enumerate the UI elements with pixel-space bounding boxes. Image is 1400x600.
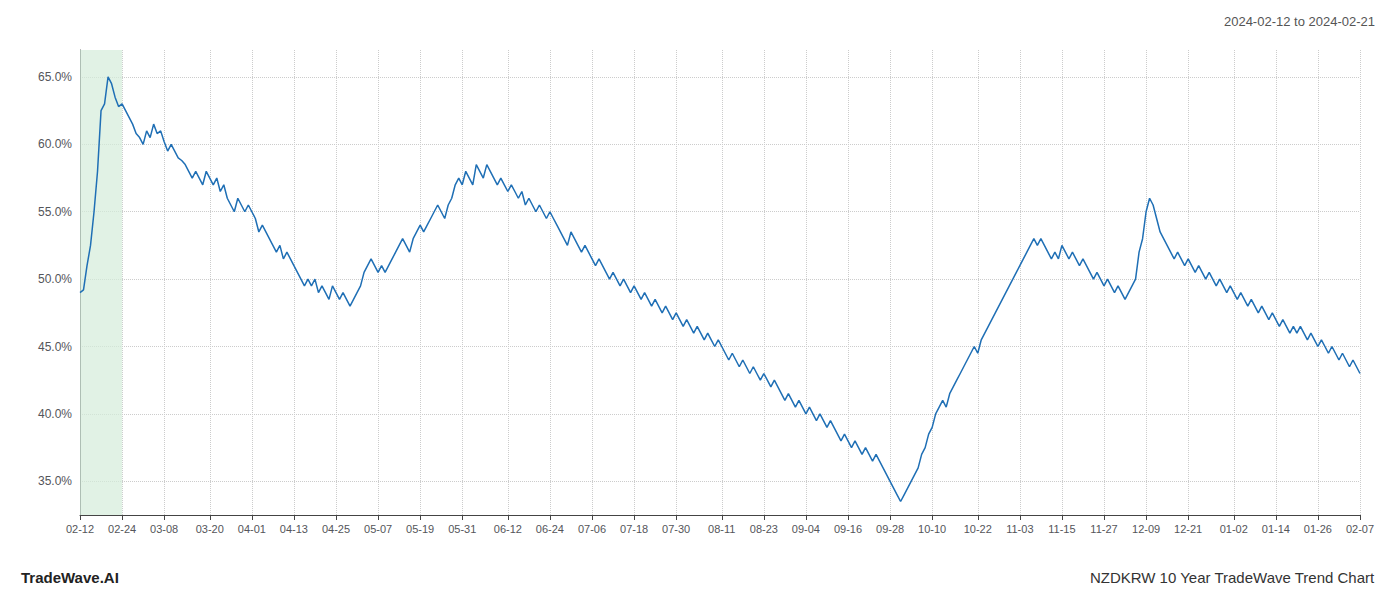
svg-text:60.0%: 60.0% — [38, 137, 72, 151]
svg-text:05-31: 05-31 — [448, 523, 476, 535]
svg-text:11-15: 11-15 — [1048, 523, 1075, 535]
svg-text:12-09: 12-09 — [1132, 523, 1160, 535]
svg-text:2024-02-12 to 2024-02-21: 2024-02-12 to 2024-02-21 — [1224, 14, 1375, 29]
svg-text:03-08: 03-08 — [150, 523, 178, 535]
svg-text:10-10: 10-10 — [918, 523, 946, 535]
svg-text:01-02: 01-02 — [1220, 523, 1248, 535]
svg-text:40.0%: 40.0% — [38, 407, 72, 421]
svg-text:09-04: 09-04 — [792, 523, 820, 535]
svg-text:02-12: 02-12 — [66, 523, 94, 535]
svg-text:NZDKRW 10 Year TradeWave Trend: NZDKRW 10 Year TradeWave Trend Chart — [1090, 569, 1375, 586]
svg-text:02-24: 02-24 — [108, 523, 136, 535]
svg-text:04-13: 04-13 — [280, 523, 308, 535]
svg-text:06-12: 06-12 — [494, 523, 522, 535]
svg-text:TradeWave.AI: TradeWave.AI — [21, 569, 119, 586]
svg-text:50.0%: 50.0% — [38, 272, 72, 286]
svg-text:10-22: 10-22 — [964, 523, 992, 535]
svg-text:04-25: 04-25 — [322, 523, 350, 535]
svg-text:45.0%: 45.0% — [38, 340, 72, 354]
svg-text:08-23: 08-23 — [750, 523, 778, 535]
svg-text:12-21: 12-21 — [1174, 523, 1202, 535]
svg-text:06-24: 06-24 — [536, 523, 564, 535]
svg-text:11-03: 11-03 — [1006, 523, 1033, 535]
svg-text:01-14: 01-14 — [1262, 523, 1290, 535]
svg-text:65.0%: 65.0% — [38, 70, 72, 84]
svg-text:07-30: 07-30 — [662, 523, 690, 535]
svg-text:01-26: 01-26 — [1304, 523, 1332, 535]
svg-text:09-16: 09-16 — [834, 523, 862, 535]
svg-text:35.0%: 35.0% — [38, 474, 72, 488]
svg-text:11-27: 11-27 — [1090, 523, 1117, 535]
svg-text:07-06: 07-06 — [578, 523, 606, 535]
svg-text:09-28: 09-28 — [876, 523, 904, 535]
svg-text:05-19: 05-19 — [406, 523, 434, 535]
svg-text:03-20: 03-20 — [196, 523, 224, 535]
svg-text:05-07: 05-07 — [364, 523, 392, 535]
svg-text:08-11: 08-11 — [708, 523, 735, 535]
svg-text:55.0%: 55.0% — [38, 205, 72, 219]
svg-text:07-18: 07-18 — [620, 523, 648, 535]
svg-text:04-01: 04-01 — [238, 523, 266, 535]
svg-text:02-07: 02-07 — [1346, 523, 1374, 535]
